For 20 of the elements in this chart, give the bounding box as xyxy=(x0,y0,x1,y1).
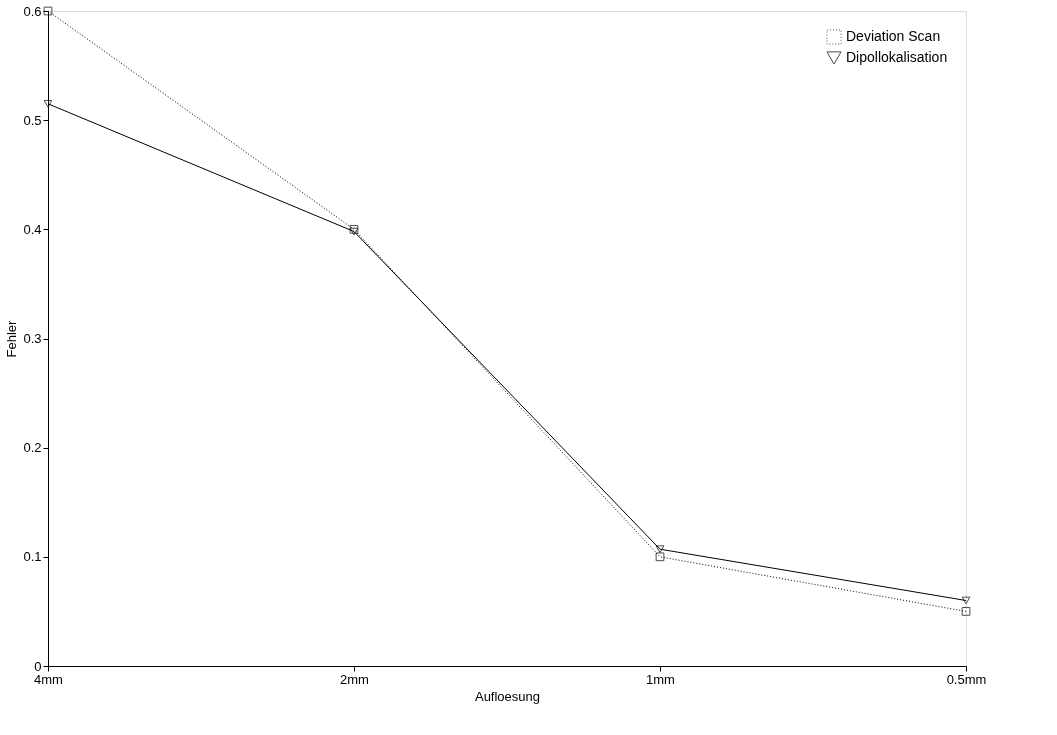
y-tick-label: 0 xyxy=(34,658,42,674)
y-tick-label: 0.2 xyxy=(23,440,42,456)
x-tick-label: 0.5mm xyxy=(946,671,987,687)
y-axis-title: Fehler xyxy=(4,319,20,358)
point xyxy=(655,545,665,554)
y-tick-label: 0.5 xyxy=(23,112,42,128)
point xyxy=(961,607,971,616)
x-tick-label: 4mm xyxy=(34,671,63,687)
x-tick-label: 1mm xyxy=(646,671,675,687)
x-tick-label: 2mm xyxy=(340,671,369,687)
point xyxy=(655,552,665,562)
y-tick-label: 0.4 xyxy=(23,221,42,237)
y-tick-label: 0.1 xyxy=(23,549,42,565)
y-tick-label: 0.6 xyxy=(23,3,42,19)
point xyxy=(961,596,971,605)
legend-label: Dipollokalisation xyxy=(846,49,948,65)
y-tick-label: 0.3 xyxy=(23,331,42,346)
point xyxy=(43,99,53,108)
x-axis-title: Aufloesung xyxy=(474,688,541,704)
legend-label: Deviation Scan xyxy=(846,28,941,44)
